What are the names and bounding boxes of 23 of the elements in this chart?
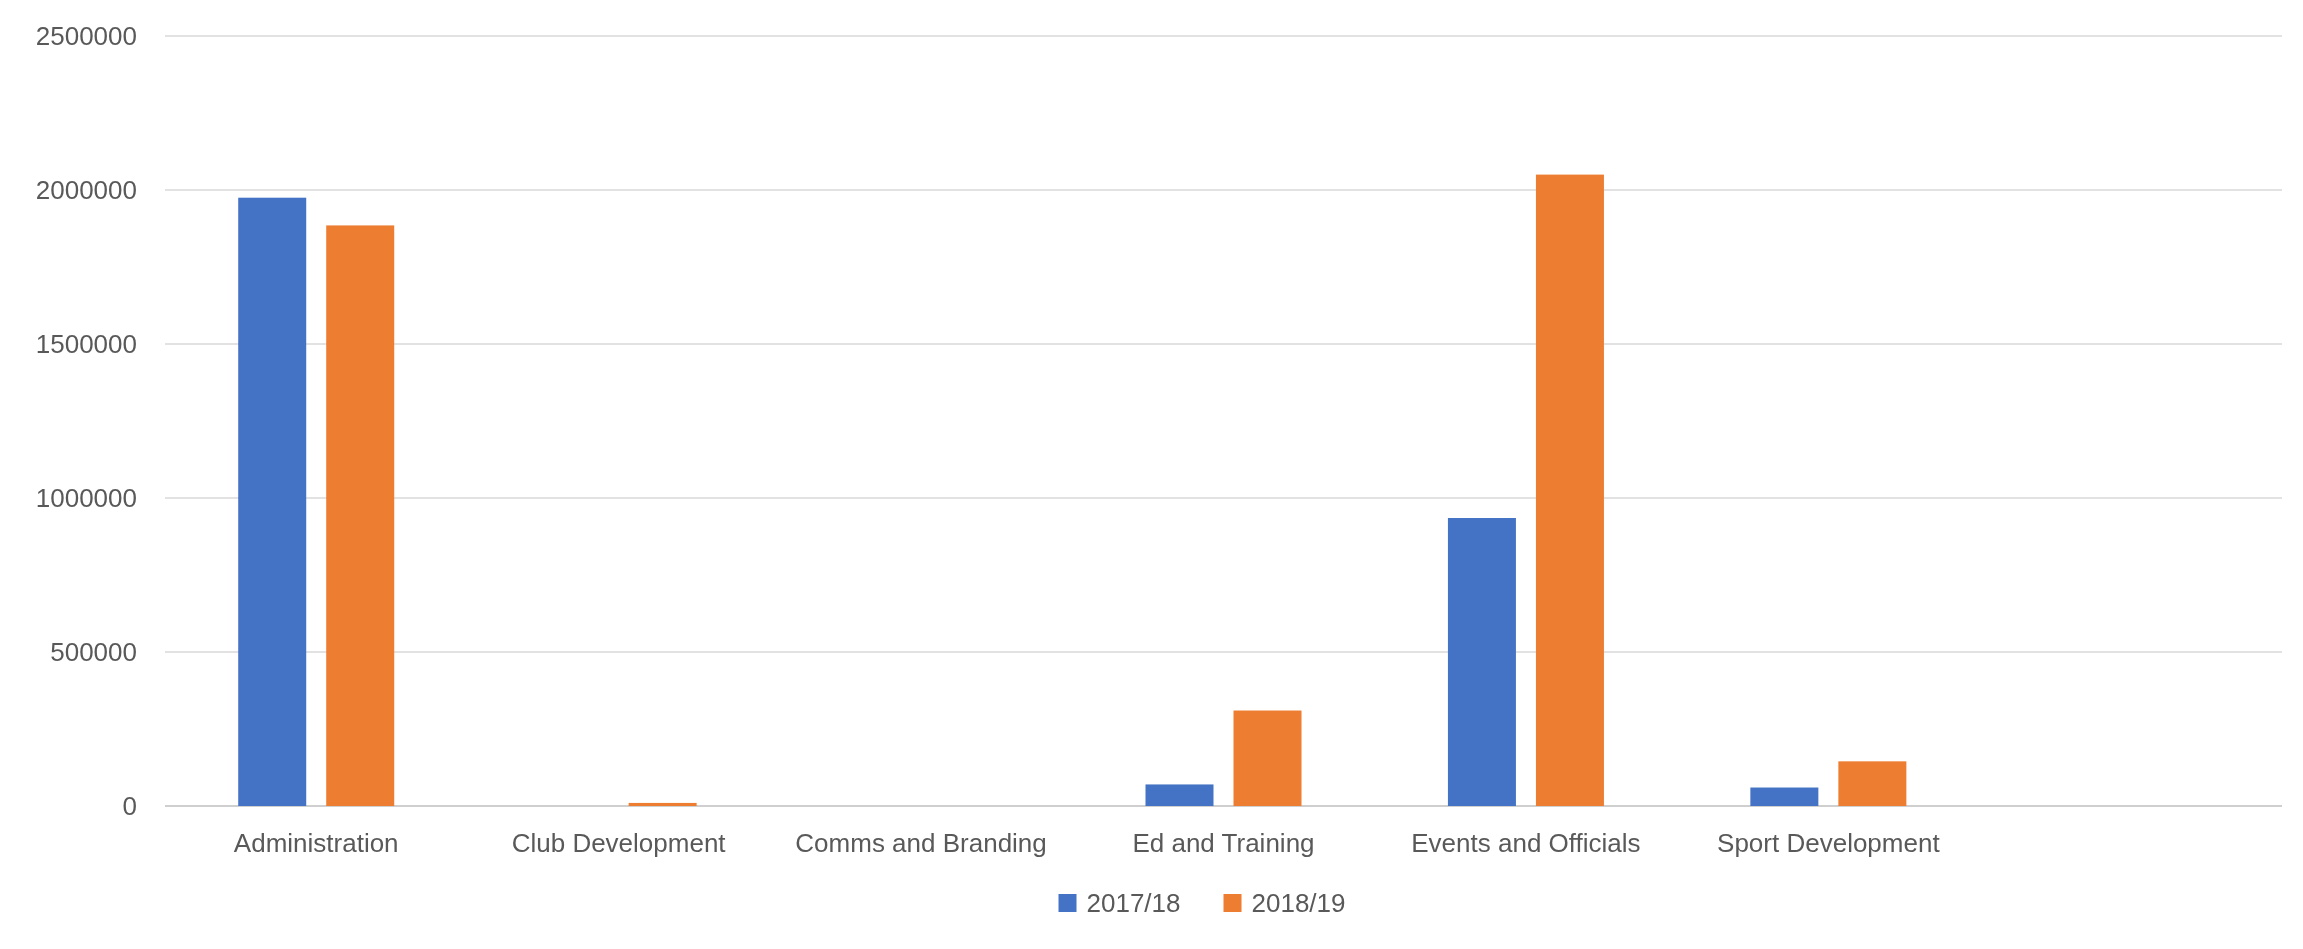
x-tick-label: Events and Officials [1411, 828, 1641, 858]
y-tick-label: 500000 [50, 637, 137, 668]
bar [1750, 787, 1819, 806]
y-tick-label: 1500000 [35, 329, 137, 360]
bar [1838, 761, 1907, 806]
bar [1447, 518, 1516, 806]
bar [1233, 710, 1302, 806]
x-tick-label: Club Development [511, 828, 727, 858]
x-tick-label: Comms and Branding [795, 828, 1047, 858]
legend-label: 2017/18 [1086, 888, 1181, 919]
bar [1535, 174, 1604, 806]
bar [1145, 784, 1214, 806]
bar [238, 197, 307, 806]
y-tick-label: 2500000 [35, 21, 137, 52]
x-tick-label: Sport Development [1717, 828, 1941, 858]
bar [628, 802, 697, 806]
y-tick-label: 0 [122, 791, 137, 822]
bar [326, 225, 395, 806]
legend-label: 2018/19 [1251, 888, 1346, 919]
x-tick-label: Ed and Training [1132, 828, 1315, 858]
x-tick-label: Administration [233, 828, 399, 858]
y-tick-label: 2000000 [35, 175, 137, 206]
y-tick-label: 1000000 [35, 483, 137, 514]
